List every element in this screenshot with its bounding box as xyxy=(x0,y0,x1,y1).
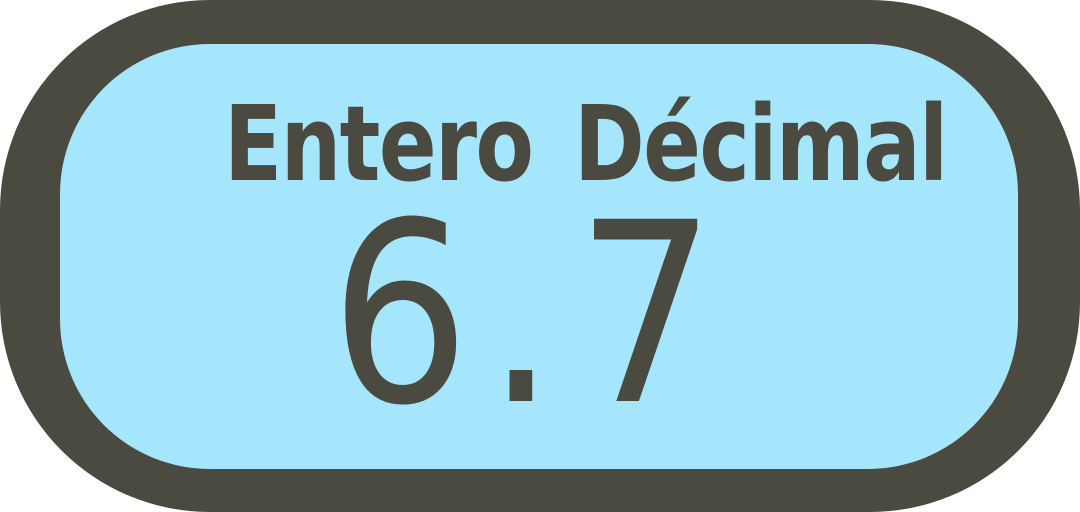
decimal-label: Décimal xyxy=(574,83,948,205)
display-panel xyxy=(60,44,1018,469)
place-value-labels: Entero Décimal xyxy=(0,84,1080,204)
integer-digit: 6 xyxy=(330,169,470,460)
decimal-digit: 7 xyxy=(576,169,716,460)
integer-label: Entero xyxy=(224,83,534,205)
decimal-point: . xyxy=(486,169,556,460)
